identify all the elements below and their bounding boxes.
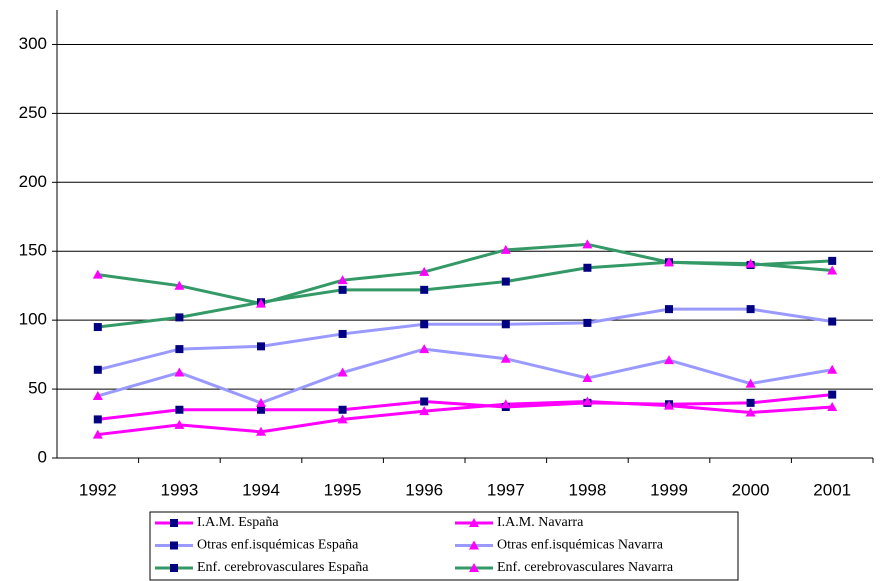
legend-label: Enf. cerebrovasculares España [197,560,369,575]
marker [745,258,756,268]
marker [175,405,184,414]
marker [93,365,102,374]
marker [828,317,837,326]
marker [92,269,103,279]
series-line [97,242,833,306]
marker [338,329,347,338]
marker [92,390,103,400]
marker [582,239,593,249]
marker [170,541,178,550]
marker [419,344,430,354]
marker [583,318,592,327]
marker [174,280,185,290]
y-tick-label: 300 [19,34,47,53]
marker [420,320,429,329]
legend-box [149,511,739,581]
marker [419,266,430,276]
marker [664,257,674,267]
marker [170,519,178,527]
marker [93,323,102,332]
marker [665,305,673,314]
y-tick-label: 0 [38,447,47,466]
marker [337,414,348,424]
x-tick-label: 1997 [487,480,525,499]
legend-label: I.A.M. España [197,515,279,530]
series-line [97,259,833,329]
x-tick-label: 2001 [813,480,851,499]
marker [175,313,184,322]
series-line [97,307,833,372]
marker [501,320,510,329]
marker [828,256,837,265]
marker [337,367,348,377]
marker [170,564,178,572]
legend-label: Otras enf.isquémicas España [197,538,359,553]
marker [828,390,837,399]
y-tick-label: 150 [19,241,47,260]
series-line [97,347,833,405]
legend-label: Enf. cerebrovasculares Navarra [497,560,674,575]
y-tick-label: 50 [28,379,47,398]
marker [500,244,511,254]
marker [92,429,103,439]
marker [746,305,755,314]
x-tick-label: 1999 [650,480,688,499]
x-tick-label: 1996 [405,480,443,499]
marker [93,415,102,424]
marker [582,396,593,406]
marker [501,277,510,286]
y-tick-label: 200 [19,172,47,191]
marker [256,397,266,407]
marker [420,285,429,294]
marker [745,378,756,388]
marker [664,400,674,410]
x-tick-label: 1995 [324,480,362,499]
x-tick-label: 1998 [568,480,606,499]
legend-label: I.A.M. Navarra [497,515,584,530]
marker [469,540,479,550]
marker [469,563,479,572]
x-tick-label: 1992 [79,480,117,499]
series-line [97,393,833,421]
x-tick-label: 2000 [732,480,770,499]
marker [420,397,429,406]
marker [257,405,265,414]
x-tick-label: 1994 [242,480,280,499]
marker [500,399,511,409]
x-tick-label: 1993 [160,480,198,499]
marker [257,342,265,351]
marker [174,367,185,377]
marker [583,263,592,272]
marker [338,405,347,414]
marker [256,298,266,308]
marker [664,355,674,365]
marker [175,345,184,354]
marker [419,406,430,416]
marker [582,373,593,383]
marker [469,518,479,527]
marker [337,275,348,285]
marker [256,426,266,436]
y-tick-label: 250 [19,103,47,122]
marker [174,419,185,429]
marker [827,265,838,275]
marker [745,407,756,417]
series-line [97,399,833,437]
marker [746,398,755,407]
marker [338,285,347,294]
legend-label: Otras enf.isquémicas Navarra [497,538,664,553]
y-tick-label: 100 [19,310,47,329]
marker [827,364,838,374]
marker [827,401,838,411]
marker [500,353,511,363]
